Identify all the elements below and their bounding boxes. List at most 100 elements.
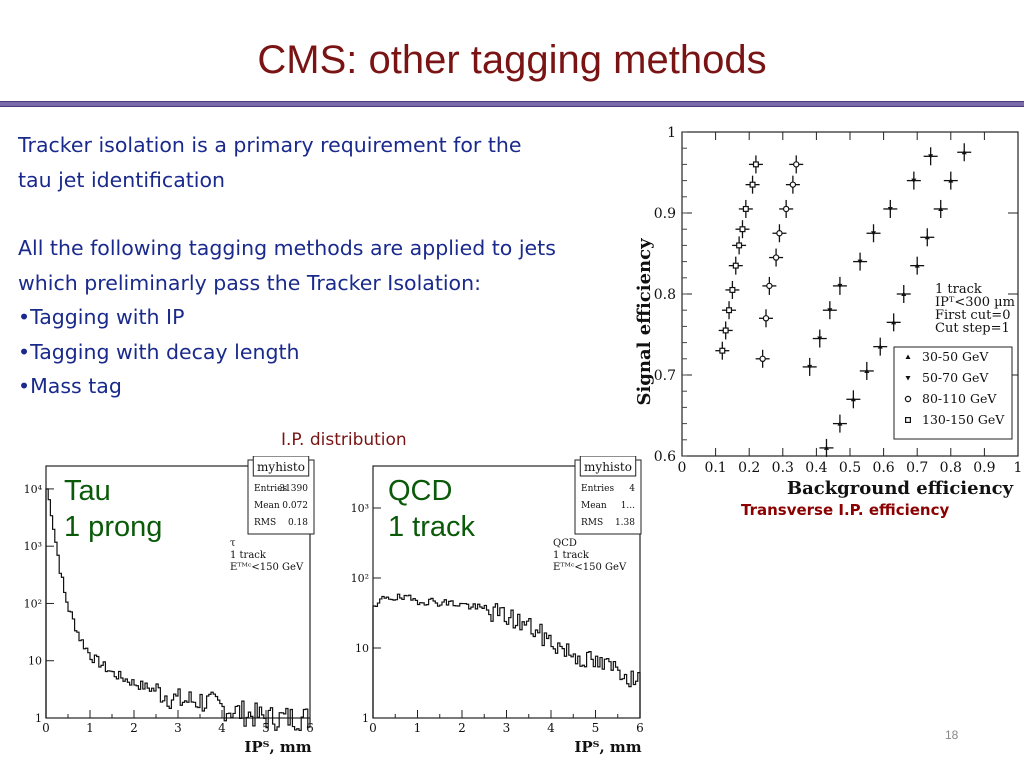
roc-y-tick-label: 0.9: [654, 206, 676, 222]
roc-marker-triangle-up: [823, 445, 829, 450]
tau-stats-title: myhisto: [257, 460, 305, 474]
tau-stats-value: 0.18: [288, 518, 308, 528]
tau-x-tick-label: 1: [86, 721, 94, 735]
roc-y-tick-label: 1: [667, 125, 676, 141]
tau-y-tick-label: 10: [28, 655, 42, 668]
qcd-stats-key: Entries: [581, 484, 614, 494]
bullet-decay-length: •Tagging with decay length: [18, 339, 300, 364]
roc-marker-triangle-down: [857, 259, 863, 265]
qcd-annotation-line: 1 track: [553, 550, 590, 561]
roc-marker-triangle-up: [850, 396, 856, 402]
tau-label-line1: Tau: [64, 475, 111, 507]
roc-x-tick-label: 0.6: [872, 460, 894, 476]
qcd-x-tick-label: 5: [592, 721, 600, 735]
qcd-stats-key: Mean: [581, 501, 607, 511]
qcd-stats-title: myhisto: [584, 460, 632, 474]
qcd-y-tick-label: 10²: [351, 572, 369, 585]
paragraph-tracker-isolation: Tracker isolation is a primary requireme…: [18, 133, 522, 192]
roc-marker-triangle-up: [961, 149, 967, 155]
roc-marker-circle: [904, 395, 912, 403]
ip-distribution-label: I.P. distribution: [281, 430, 407, 450]
qcd-plot-label: QCD 1 track: [388, 473, 475, 545]
roc-marker-circle: [772, 254, 780, 261]
tau-x-tick-label: 4: [218, 721, 226, 735]
qcd-y-tick-label: 10: [355, 642, 369, 655]
tau-histogram: 0 1 2 3 4 5 611010²10³10⁴myhistoEntries31390Me…: [24, 456, 315, 756]
roc-legend-label: 130-150 GeV: [922, 412, 1005, 427]
roc-marker-square: [752, 161, 759, 168]
bullet-mass-tag: •Mass tag: [18, 374, 122, 398]
roc-marker-triangle-up: [948, 178, 954, 183]
roc-x-tick-label: 0.2: [738, 460, 760, 476]
roc-annotation-line: First cut=0: [935, 308, 1010, 323]
tau-plot-label: Tau 1 prong: [64, 473, 162, 545]
roc-caption: Transverse I.P. efficiency: [741, 501, 950, 519]
roc-x-tick-label: 0.3: [772, 460, 794, 476]
tau-x-tick-label: 0: [42, 721, 50, 735]
roc-x-tick-label: 1: [1014, 460, 1022, 476]
qcd-x-tick-label: 3: [503, 721, 511, 735]
roc-marker-triangle-up: [914, 263, 920, 268]
tau-y-tick-label: 10²: [24, 597, 42, 610]
roc-marker-square: [742, 205, 749, 212]
roc-x-tick-label: 0: [678, 460, 687, 476]
roc-marker-triangle-up: [891, 319, 897, 325]
roc-marker-triangle-up: [901, 291, 907, 296]
tau-y-tick-label: 10⁴: [24, 483, 43, 496]
roc-x-tick-label: 0.5: [839, 460, 861, 476]
roc-marker-square: [732, 262, 739, 269]
roc-marker-triangle-down: [837, 283, 843, 289]
roc-marker-triangle-down: [928, 154, 934, 159]
roc-chart: 0 0.1 0.2 0.3 0.4 0.5 0.6 0.7 0.8 0.9 1 0.6 0.7 0.8 0.…: [622, 122, 1022, 500]
qcd-x-tick-label: 1: [414, 721, 422, 735]
roc-marker-triangle-up: [837, 421, 843, 426]
slide-title: CMS: other tagging methods: [257, 38, 767, 82]
tau-stats-value: 31390: [279, 484, 308, 494]
roc-marker-triangle-down: [911, 178, 917, 184]
qcd-x-tick-label: 2: [458, 721, 466, 735]
qcd-annotation-line: Eᵀᴹᶜ<150 GeV: [553, 562, 627, 573]
roc-marker-triangle-up: [924, 234, 930, 240]
roc-y-tick-label: 0.8: [654, 287, 676, 303]
roc-x-tick-label: 0.8: [940, 460, 962, 476]
tau-stats-value: 0.072: [282, 501, 308, 511]
tau-annotation-line: Eᵀᴹᶜ<150 GeV: [230, 562, 304, 573]
roc-legend-label: 80-110 GeV: [922, 391, 997, 406]
roc-marker-circle: [782, 205, 790, 213]
tau-stats-key: Mean: [254, 501, 280, 511]
qcd-y-tick-label: 10³: [351, 502, 369, 515]
title-divider: [0, 101, 1024, 107]
qcd-x-tick-label: 6: [636, 721, 644, 735]
qcd-stats-key: RMS: [581, 518, 603, 528]
roc-marker-triangle-down: [817, 336, 823, 342]
roc-marker-triangle-down: [905, 376, 911, 381]
roc-marker-square: [726, 307, 733, 314]
roc-marker-triangle-up: [905, 354, 911, 359]
roc-marker-square: [739, 226, 746, 233]
qcd-label-line2: 1 track: [388, 511, 476, 543]
qcd-y-tick-label: 1: [362, 712, 369, 725]
tau-label-line2: 1 prong: [64, 511, 163, 543]
roc-marker-triangle-down: [871, 231, 877, 236]
roc-ylabel: Signal efficiency: [634, 238, 655, 406]
roc-annotation-line: Cut step=1: [935, 321, 1010, 336]
qcd-stats-value: 1.38: [615, 518, 635, 528]
tau-y-tick-label: 1: [35, 712, 42, 725]
roc-y-tick-label: 0.7: [654, 368, 676, 384]
roc-x-tick-label: 0.1: [704, 460, 726, 476]
tau-y-tick-label: 10³: [24, 540, 42, 553]
page-number: 18: [945, 728, 959, 742]
paragraph-tagging-methods: All the following tagging methods are ap…: [18, 236, 556, 295]
roc-marker-triangle-up: [864, 368, 870, 373]
roc-marker-circle: [793, 161, 800, 168]
qcd-xlabel: IPᵀ, mm: [574, 738, 641, 756]
tau-stats-title-box: [252, 456, 310, 477]
qcd-x-tick-label: 4: [547, 721, 555, 735]
tau-annotation-line: 1 track: [230, 550, 267, 561]
roc-series-3: [715, 155, 763, 360]
roc-x-tick-label: 0.7: [906, 460, 928, 476]
roc-y-tick-label: 0.6: [654, 449, 676, 465]
qcd-stats-title-box: [579, 456, 637, 477]
roc-marker-square: [722, 327, 729, 334]
tau-annotation-line: τ: [230, 538, 236, 549]
